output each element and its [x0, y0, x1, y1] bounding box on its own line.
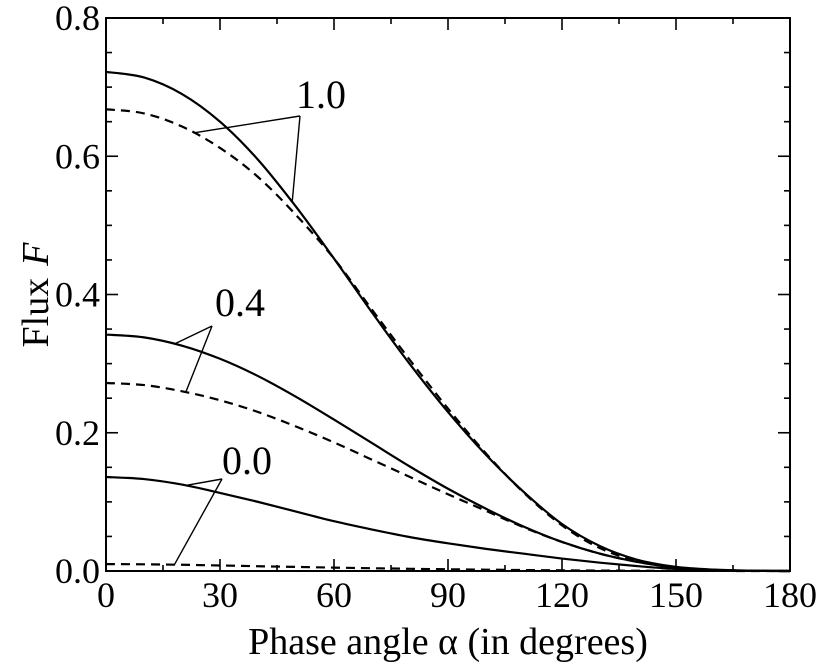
- leader-line-solid-0.4: [174, 325, 213, 345]
- label-layer: 0 30 60 90 120 150 180 0.0 0.2 0.4 0.6 0.8: [55, 0, 817, 615]
- y-tick-label: 0.0: [55, 551, 100, 591]
- y-tick-label: 0.6: [55, 136, 100, 176]
- x-tick-label: 150: [649, 575, 703, 615]
- annotation-0-0: 0.0: [222, 438, 272, 483]
- x-tick-label: 180: [763, 575, 817, 615]
- leader-line-dashed-1.0: [193, 115, 301, 134]
- x-tick-label: 60: [316, 575, 352, 615]
- y-axis-label-main: Flux: [15, 278, 57, 348]
- leader-line-solid-1.0: [291, 115, 301, 203]
- leader-line-solid-0.0: [185, 478, 223, 487]
- leader-layer: [173, 115, 301, 566]
- annotation-0-4: 0.4: [215, 280, 265, 325]
- series-solid-1.0: [105, 70, 791, 573]
- y-tick-label: 0.2: [55, 413, 100, 453]
- series-layer: [105, 70, 791, 573]
- x-tick-label: 120: [535, 575, 589, 615]
- y-tick-label: 0.4: [55, 275, 100, 315]
- x-tick-label: 30: [202, 575, 238, 615]
- annotation-1-0: 1.0: [296, 72, 346, 117]
- series-solid-0.4: [105, 333, 791, 573]
- y-axis-label-symbol: F: [15, 242, 57, 267]
- series-solid-0.0: [105, 475, 791, 573]
- plot-frame: [105, 17, 791, 572]
- x-tick-label: 0: [97, 575, 115, 615]
- x-tick-label: 90: [430, 575, 466, 615]
- x-axis-label: Phase angle α (in degrees): [248, 621, 648, 663]
- leader-line-dashed-0.0: [173, 478, 223, 566]
- y-tick-label: 0.8: [55, 0, 100, 38]
- series-dashed-0.4: [105, 381, 791, 573]
- y-axis-label: Flux F: [15, 242, 57, 348]
- leader-line-dashed-0.4: [185, 325, 213, 393]
